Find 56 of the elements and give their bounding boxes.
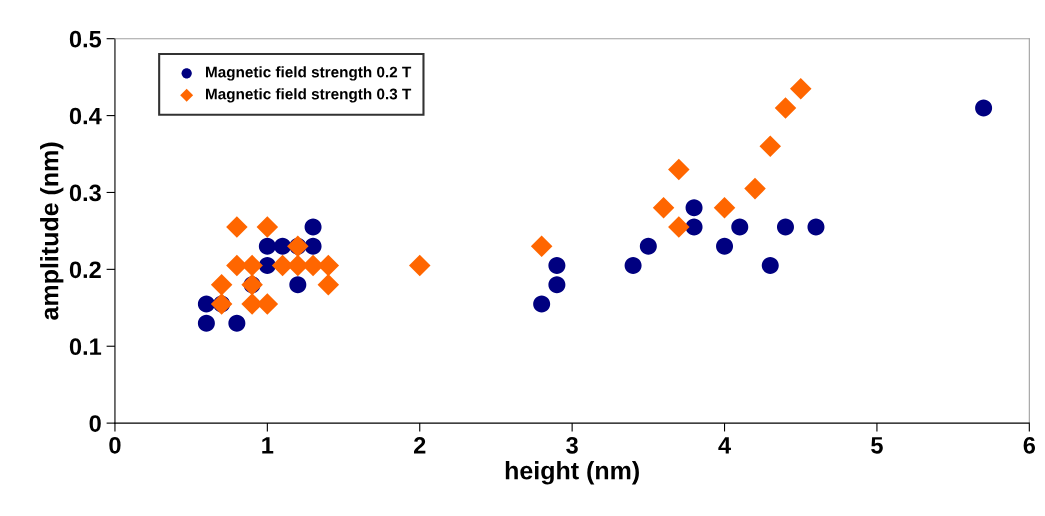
- y-tick-label: 0.1: [69, 338, 102, 356]
- point: [548, 276, 566, 294]
- point: [210, 273, 233, 296]
- point: [759, 135, 782, 158]
- x-tick-label: 0: [109, 436, 121, 454]
- point: [258, 237, 276, 255]
- point: [304, 237, 322, 255]
- y-tick-label: 0.5: [69, 30, 102, 48]
- point: [789, 77, 812, 100]
- y-tick-label: 0.4: [69, 107, 102, 125]
- point: [241, 254, 263, 277]
- point: [317, 273, 340, 296]
- point: [197, 295, 215, 313]
- point: [548, 257, 566, 275]
- point: [807, 218, 825, 236]
- point: [274, 237, 292, 255]
- point: [226, 216, 248, 238]
- point: [256, 216, 279, 238]
- y-tick-label: 0.2: [69, 261, 101, 279]
- point: [975, 99, 993, 117]
- x-tick-label: 6: [1023, 436, 1036, 454]
- point: [530, 235, 553, 258]
- x-tick-label: 2: [414, 436, 426, 454]
- point: [761, 257, 779, 275]
- point: [776, 218, 794, 236]
- point: [685, 218, 703, 236]
- x-tick-label: 4: [718, 437, 731, 454]
- point: [289, 276, 307, 294]
- point: [716, 237, 734, 255]
- x-axis-title: height (nm): [505, 461, 639, 485]
- point: [228, 314, 246, 332]
- x-tick-label: 3: [566, 436, 578, 454]
- legend-label: Magnetic field strength 0.3 T: [206, 88, 412, 103]
- point: [408, 254, 431, 277]
- point: [668, 216, 690, 238]
- point: [744, 177, 766, 200]
- point: [256, 293, 279, 315]
- point: [624, 257, 642, 275]
- point: [668, 158, 690, 181]
- point: [197, 314, 215, 332]
- point: [533, 295, 551, 313]
- y-tick-label: 0.3: [69, 184, 101, 202]
- point: [685, 199, 703, 217]
- point: [302, 254, 324, 277]
- x-tick-label: 5: [871, 437, 883, 454]
- point: [713, 197, 736, 219]
- y-tick-label: 0: [89, 415, 101, 432]
- legend-label: Magnetic field strength 0.2 T: [206, 66, 412, 81]
- point: [652, 197, 675, 219]
- x-tick-label: 1: [262, 437, 274, 454]
- point: [317, 254, 340, 277]
- point: [731, 218, 749, 236]
- point: [774, 97, 797, 119]
- point: [304, 218, 322, 236]
- point: [639, 237, 657, 255]
- y-axis-title: amplitude (nm): [40, 142, 64, 320]
